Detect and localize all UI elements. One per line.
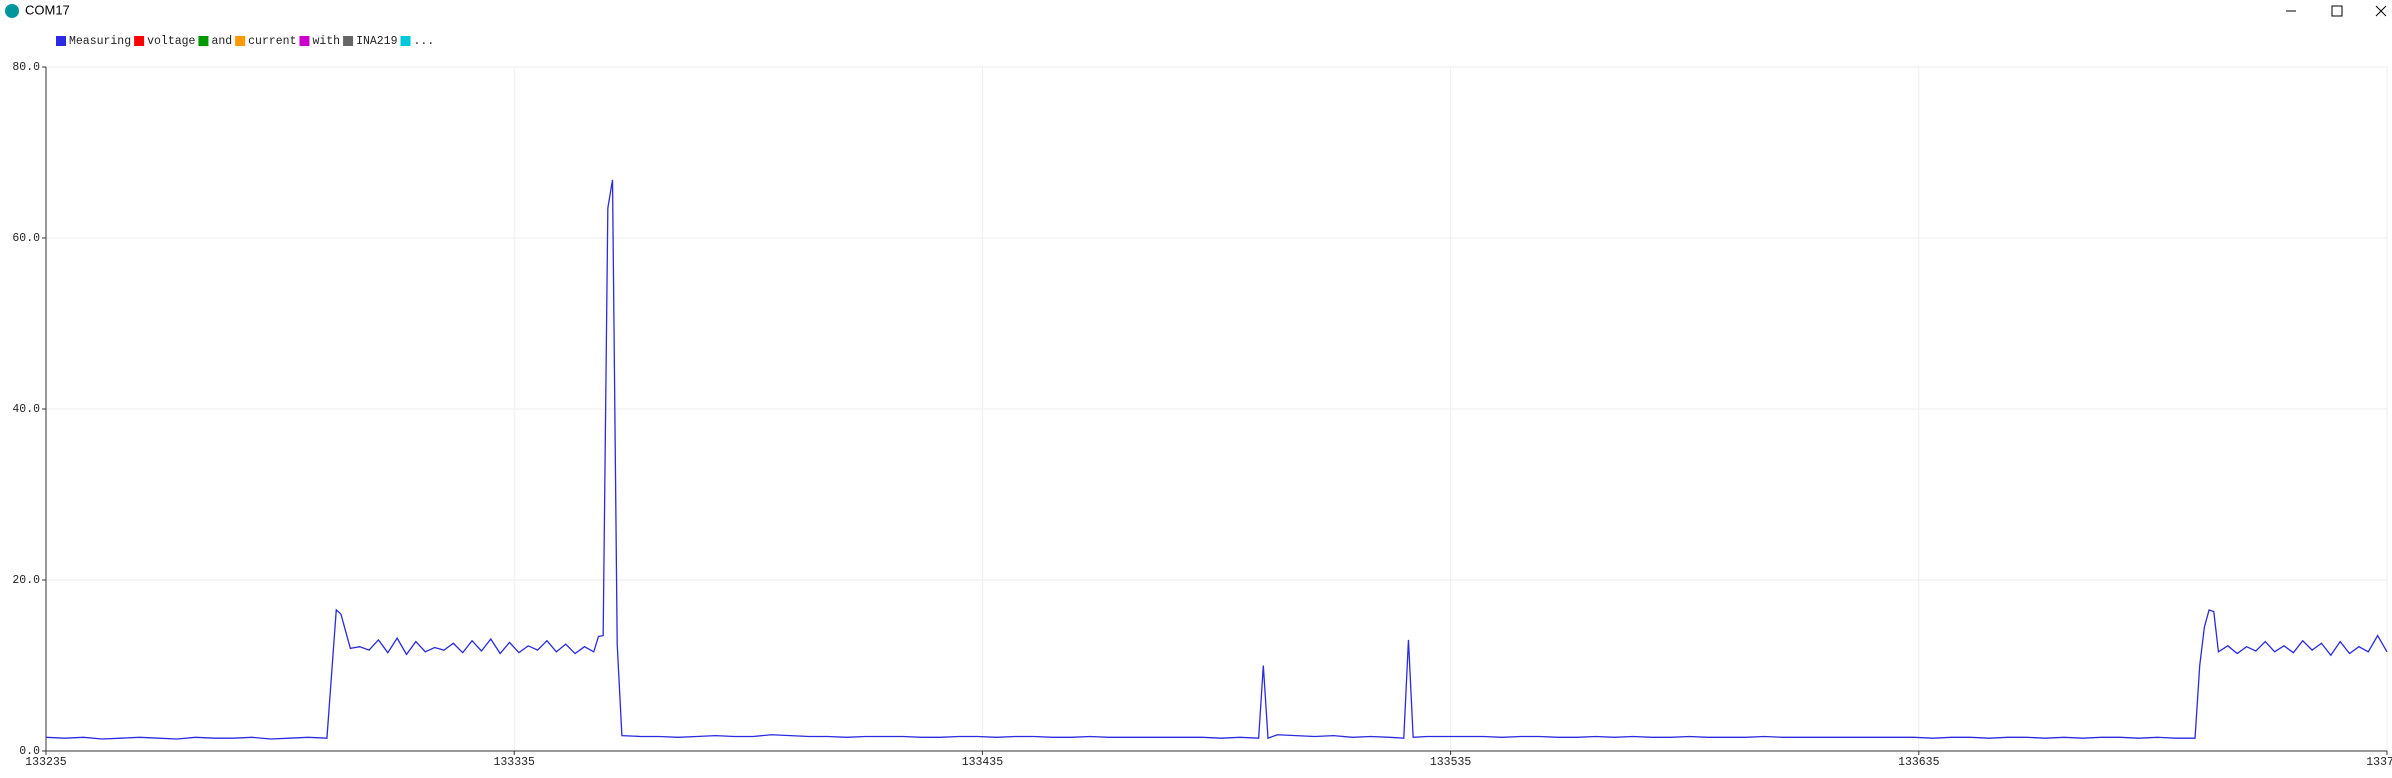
y-tick-label: 0.0 — [19, 745, 40, 758]
legend-swatch — [400, 36, 411, 46]
x-tick-label: 133435 — [962, 756, 1004, 769]
legend-swatch — [134, 36, 145, 46]
legend-label: INA219 — [356, 35, 398, 48]
plot-area: 0.0 20.0 40.0 60.0 80.0 133235 133335 133435 133… — [12, 61, 2392, 769]
y-tick-label: 20.0 — [12, 574, 40, 587]
legend: Measuring voltage and current with INA219... — [56, 35, 434, 48]
legend-label: Measuring — [69, 35, 131, 48]
window-title: COM17 — [25, 2, 70, 17]
y-tick-label: 40.0 — [12, 403, 40, 416]
legend-label: and — [211, 35, 232, 48]
close-button[interactable] — [2375, 5, 2387, 17]
legend-label: current — [248, 35, 296, 48]
app-icon — [5, 4, 19, 18]
x-tick-label: 133635 — [1898, 756, 1940, 769]
x-tick-label: 133235 — [25, 756, 67, 769]
legend-label: with — [312, 35, 340, 48]
legend-swatch — [235, 36, 246, 46]
y-tick-label: 80.0 — [12, 61, 40, 74]
legend-swatch — [56, 36, 66, 46]
data-line — [45, 179, 2388, 740]
legend-swatch — [198, 36, 209, 46]
maximize-button[interactable] — [2331, 5, 2343, 17]
legend-label: ... — [414, 35, 435, 48]
x-tick-label: 133535 — [1430, 756, 1472, 769]
x-tick-label: 133735 — [2366, 756, 2392, 769]
legend-swatch — [299, 36, 310, 46]
x-tick-label: 133335 — [493, 756, 535, 769]
legend-label: voltage — [147, 35, 195, 48]
y-tick-label: 60.0 — [12, 232, 40, 245]
legend-swatch — [343, 36, 354, 46]
